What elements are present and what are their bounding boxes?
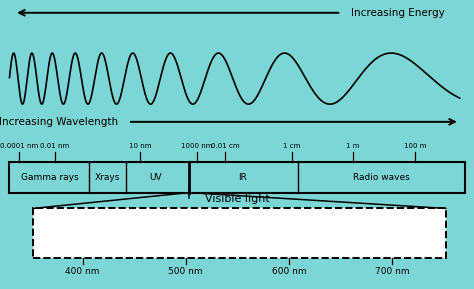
Text: Visible light: Visible light bbox=[205, 194, 269, 204]
Text: Increasing Wavelength: Increasing Wavelength bbox=[0, 117, 118, 127]
Text: 1 cm: 1 cm bbox=[283, 143, 300, 149]
Text: Xrays: Xrays bbox=[95, 173, 120, 182]
Text: Radio waves: Radio waves bbox=[353, 173, 410, 182]
Text: 0.01 nm: 0.01 nm bbox=[40, 143, 69, 149]
Text: 0.01 cm: 0.01 cm bbox=[211, 143, 239, 149]
Bar bbox=[9, 162, 465, 192]
Text: 500 nm: 500 nm bbox=[168, 267, 203, 276]
Text: 700 nm: 700 nm bbox=[374, 267, 409, 276]
Bar bbox=[33, 208, 446, 257]
Text: 400 nm: 400 nm bbox=[65, 267, 100, 276]
Text: 10 nm: 10 nm bbox=[128, 143, 151, 149]
Text: 1000 nm: 1000 nm bbox=[181, 143, 212, 149]
Text: 600 nm: 600 nm bbox=[272, 267, 306, 276]
Text: IR: IR bbox=[238, 173, 247, 182]
Text: 1 m: 1 m bbox=[346, 143, 360, 149]
Text: 0.0001 nm: 0.0001 nm bbox=[0, 143, 38, 149]
Text: 100 m: 100 m bbox=[403, 143, 426, 149]
Text: Increasing Energy: Increasing Energy bbox=[351, 8, 445, 18]
Text: UV: UV bbox=[150, 173, 162, 182]
Text: Gamma rays: Gamma rays bbox=[21, 173, 78, 182]
